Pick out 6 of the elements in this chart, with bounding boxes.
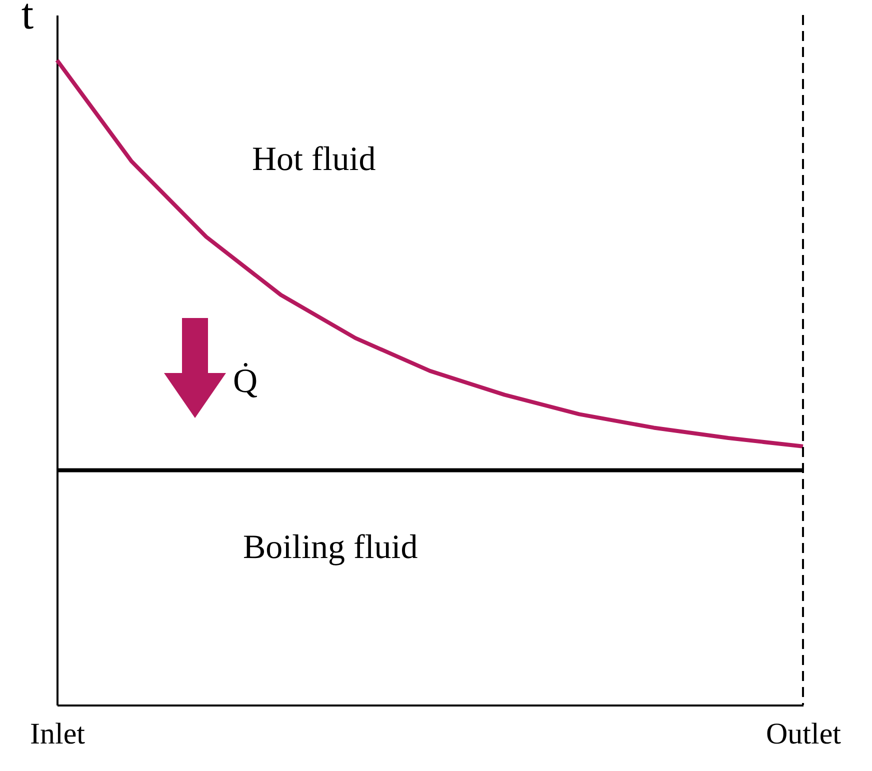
x-tick-label: Inlet: [30, 718, 86, 750]
annotation: Boiling fluid: [243, 529, 418, 566]
annotation: Q̇: [233, 362, 258, 400]
x-tick-label: Outlet: [766, 718, 842, 750]
annotation: Hot fluid: [252, 141, 376, 178]
y-axis-title: t: [21, 0, 34, 38]
